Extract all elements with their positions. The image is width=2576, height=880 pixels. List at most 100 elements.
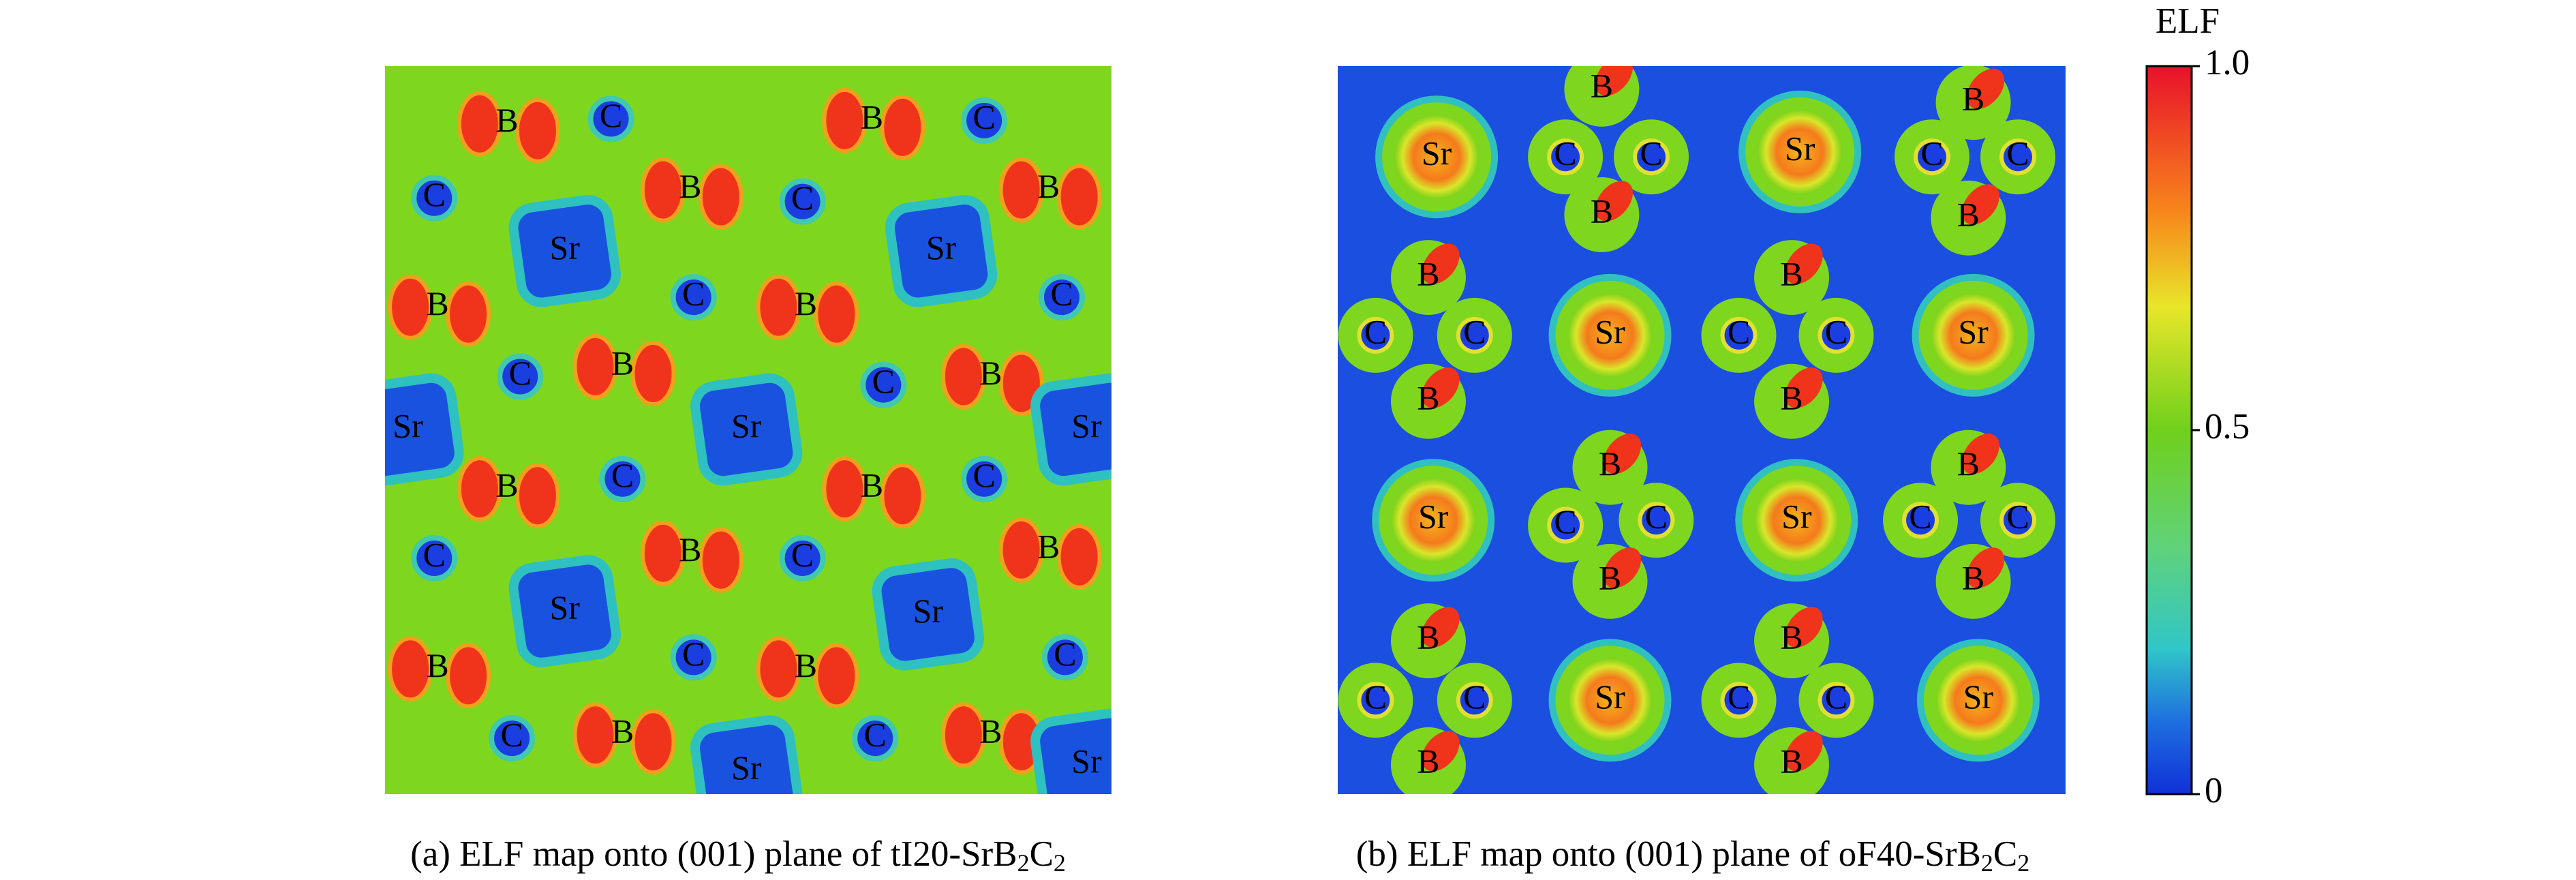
bond-basin <box>1056 164 1102 230</box>
caption: (b) ELF map onto (001) plane of oF40-SrB… <box>1356 834 2029 877</box>
sr-basin <box>690 715 803 794</box>
c-core <box>779 535 826 581</box>
sr-core <box>1758 109 1843 194</box>
c-core <box>670 274 717 321</box>
atom-label: C <box>1645 498 1668 536</box>
c-core <box>1999 502 2036 539</box>
elf-map-b <box>1338 66 2066 794</box>
c-core <box>1999 138 2036 176</box>
caption-text: C <box>1993 834 2017 874</box>
bond-basin <box>998 157 1044 223</box>
atom-label: C <box>611 456 634 494</box>
bond-basin <box>1422 367 1460 408</box>
atom-label: C <box>1728 312 1750 350</box>
bond-basin <box>1785 607 1823 648</box>
c-core <box>1902 502 1939 539</box>
atom-label: C <box>682 275 705 313</box>
atom-label: B <box>861 466 883 504</box>
c-core <box>779 178 826 225</box>
atom-label: B <box>1591 66 1613 104</box>
bond-basin <box>446 643 491 709</box>
atom-label: C <box>423 535 446 573</box>
atom-label: C <box>2006 498 2029 536</box>
bond-basin <box>1785 731 1823 772</box>
c-core <box>1818 316 1855 354</box>
caption-text: C <box>1030 834 1054 874</box>
atom-label: C <box>872 362 895 400</box>
atom-label: B <box>795 284 817 322</box>
atom-label: B <box>1599 558 1621 596</box>
bond-basin <box>814 281 859 347</box>
bond-basin <box>1961 434 1999 474</box>
bond-basin <box>814 643 859 709</box>
c-core <box>587 95 634 142</box>
subscript: 2 <box>1017 849 1030 877</box>
atom-label: Sr <box>1422 134 1452 172</box>
bond-basin <box>1785 367 1823 408</box>
atom-label: Sr <box>1785 129 1815 167</box>
atom-label: Sr <box>926 228 957 267</box>
colorbar-tick-label: 0.5 <box>2205 407 2250 446</box>
atom-label: Sr <box>1071 406 1102 444</box>
c-core <box>1357 682 1394 719</box>
bond-basin <box>880 463 925 529</box>
atom-label: Sr <box>1963 678 1994 716</box>
bond-basin <box>640 157 686 223</box>
bond-basin <box>630 340 676 406</box>
atom-label: C <box>972 456 995 494</box>
bond-basin <box>822 87 868 153</box>
bond-basin <box>880 94 925 160</box>
sr-basin <box>1030 373 1111 486</box>
atom-label: Sr <box>549 588 580 626</box>
bond-basin <box>1056 524 1102 590</box>
atom-label: Sr <box>1418 498 1449 536</box>
atom-label: B <box>1780 742 1803 780</box>
atom-label: C <box>791 179 814 217</box>
atom-label: C <box>1825 312 1847 350</box>
bond-basin <box>1785 243 1823 284</box>
colorbar-title: ELF <box>2156 1 2220 41</box>
c-core <box>1633 138 1670 176</box>
bond-basin <box>1966 68 2005 109</box>
sr-basin <box>690 373 803 486</box>
atom-label: Sr <box>1595 678 1625 716</box>
c-core <box>489 715 536 762</box>
atom-label: C <box>1554 134 1576 172</box>
c-core <box>961 97 1008 144</box>
bond-basin <box>1595 181 1633 222</box>
bond-basin <box>1422 607 1460 648</box>
bond-basin <box>1603 434 1642 474</box>
atom-label: Sr <box>393 406 423 444</box>
atom-label: C <box>500 716 523 754</box>
atom-label: B <box>1599 444 1621 483</box>
bond-basin <box>572 333 618 399</box>
atom-label: B <box>495 466 518 504</box>
subscript: 2 <box>1054 849 1066 877</box>
atom-label: B <box>979 354 1002 392</box>
sr-basin <box>872 558 984 671</box>
bond-basin <box>457 91 502 157</box>
atom-label: C <box>1554 502 1576 541</box>
bond-basin <box>388 636 433 702</box>
sr-core <box>1754 478 1839 563</box>
c-core <box>1914 138 1950 176</box>
c-core <box>860 361 907 408</box>
c-core <box>1720 682 1758 719</box>
atom-label: C <box>1825 678 1847 716</box>
atom-label: B <box>1417 618 1439 656</box>
subscript: 2 <box>1981 849 1993 877</box>
sr-basin <box>508 195 621 307</box>
colorbar-tick-label: 1.0 <box>2205 43 2250 82</box>
bond-basin <box>998 517 1044 583</box>
atom-label: B <box>795 646 817 684</box>
c-core <box>411 175 458 222</box>
caption-text: (a) ELF map onto (001) plane of tI20-SrB <box>410 834 1017 874</box>
atom-label: B <box>1780 618 1803 656</box>
bond-basin <box>1422 243 1460 284</box>
c-core <box>852 715 899 762</box>
c-core <box>1041 634 1088 681</box>
bond-basin <box>572 702 618 768</box>
bond-basin <box>457 456 502 522</box>
atom-label: C <box>1640 134 1662 172</box>
caption-text: (b) ELF map onto (001) plane of oF40-SrB <box>1356 834 1981 874</box>
